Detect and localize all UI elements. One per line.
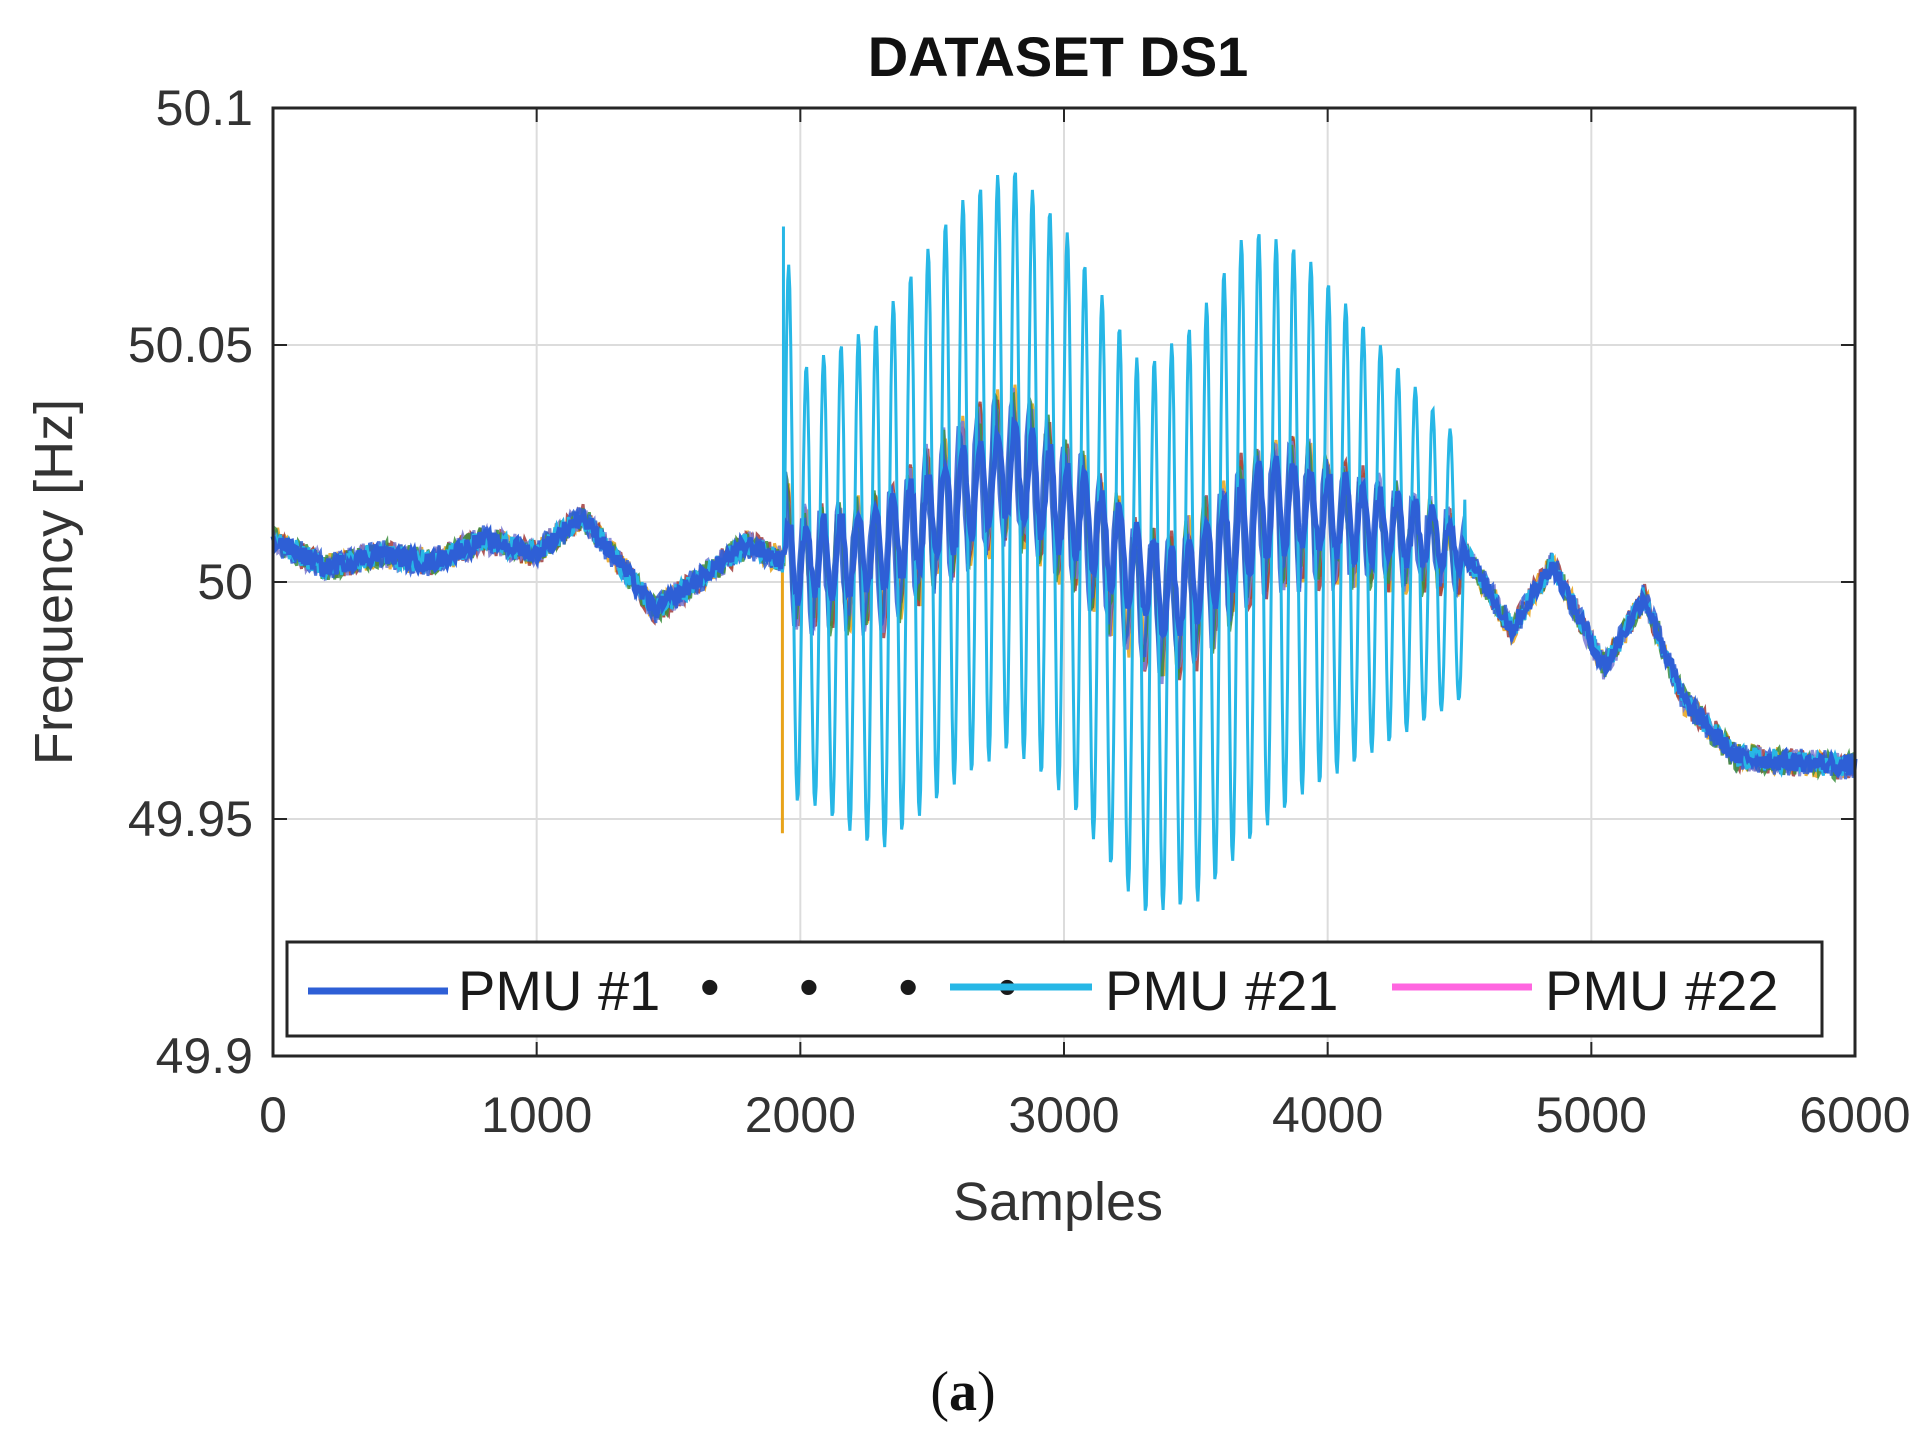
caption-letter: a [949,1361,977,1423]
caption-open: ( [930,1361,949,1423]
legend-label-pmu22: PMU #22 [1545,959,1778,1022]
figure-caption: (a) [0,1360,1926,1424]
caption-close: ) [977,1361,996,1423]
x-tick-label: 2000 [745,1087,856,1143]
pmu1-trace [270,416,1858,779]
x-tick-label: 5000 [1536,1087,1647,1143]
chart-title: DATASET DS1 [868,25,1249,88]
x-tick-label: 6000 [1799,1087,1910,1143]
y-axis-label: Frequency [Hz] [24,399,84,765]
legend-label-pmu1: PMU #1 [458,959,660,1022]
y-tick-label: 50 [197,554,253,610]
ticks: 0 1000 2000 3000 4000 5000 6000 49.9 49.95 50 50.0… [128,80,1911,1143]
x-tick-label: 1000 [481,1087,592,1143]
y-tick-label: 49.95 [128,791,253,847]
y-tick-label: 49.9 [156,1028,253,1084]
x-tick-label: 4000 [1272,1087,1383,1143]
x-tick-label: 3000 [1008,1087,1119,1143]
x-axis-label: Samples [953,1172,1163,1232]
legend: PMU #1 • • • • PMU #21 PMU #22 [285,940,1824,1038]
y-tick-label: 50.1 [156,80,253,136]
series-layer [270,172,1858,911]
y-tick-label: 50.05 [128,317,253,373]
x-tick-label: 0 [259,1087,287,1143]
legend-label-pmu21: PMU #21 [1105,959,1338,1022]
